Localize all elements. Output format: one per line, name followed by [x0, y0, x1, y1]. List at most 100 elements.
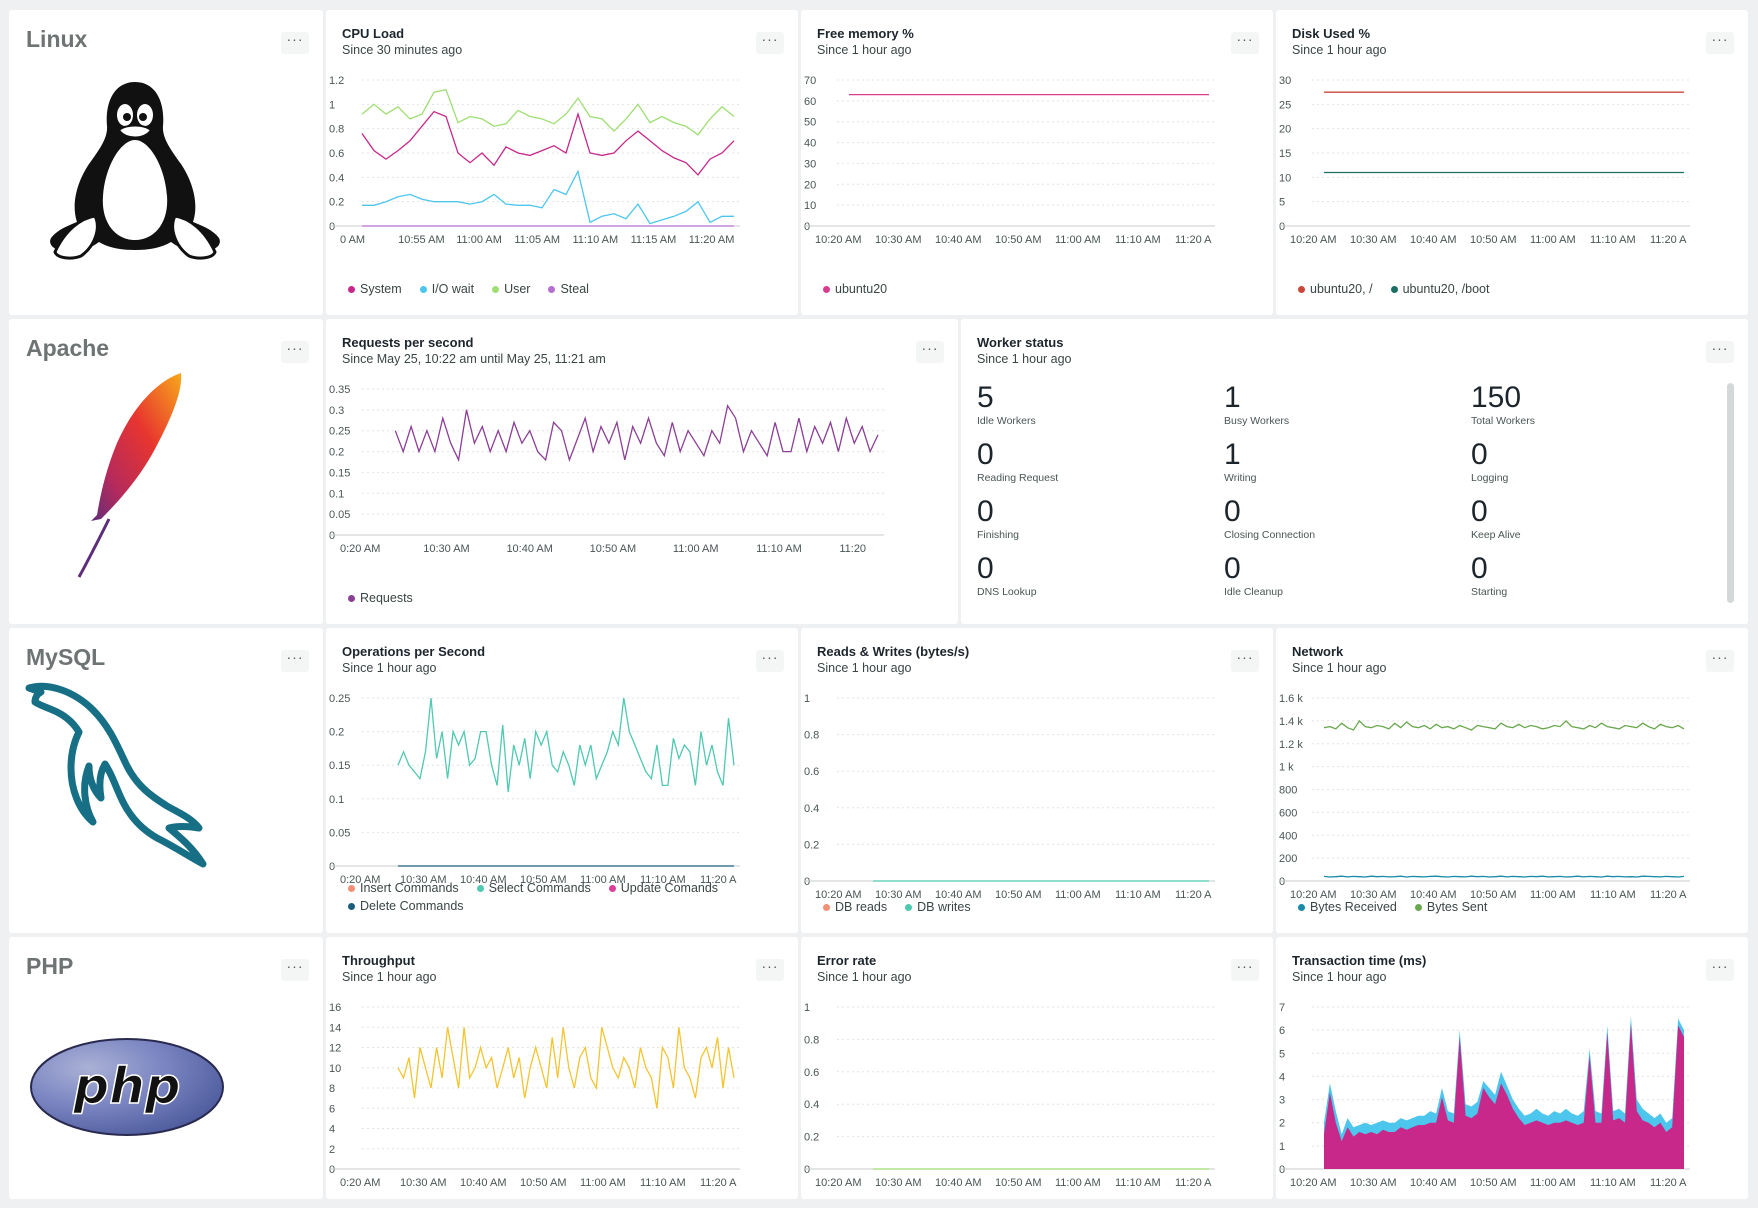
- legend-item[interactable]: ubuntu20, /: [1298, 282, 1373, 296]
- free-memory-chart: 70 60 50 40 30 20 10 0 10:20 AM 10:30 AM 10:40 AM 1…: [804, 75, 1215, 246]
- legend-item[interactable]: User: [492, 282, 530, 296]
- x-tick-label: 11:15 AM: [631, 234, 677, 246]
- widget-menu-button[interactable]: ···: [1706, 959, 1734, 981]
- y-tick-label: 0.8: [804, 1034, 819, 1046]
- worker-stat-value: 0: [1471, 495, 1488, 528]
- x-tick-label: 10:40 AM: [935, 234, 981, 246]
- y-tick-label: 0.4: [804, 803, 819, 815]
- x-tick-label: 10:40 AM: [1410, 234, 1456, 246]
- legend-item[interactable]: ubuntu20: [823, 282, 887, 296]
- legend-item[interactable]: DB writes: [905, 900, 971, 914]
- x-tick-label: 11:20 A: [1650, 1177, 1687, 1189]
- widget-menu-button[interactable]: ···: [1706, 341, 1734, 363]
- error-rate-chart: 1 0.8 0.6 0.4 0.2 0 10:20 AM 10:30 AM 10:40 AM 10…: [804, 1002, 1215, 1189]
- x-tick-label: 11:05 AM: [514, 234, 560, 246]
- x-tick-label: 10:40 AM: [460, 1177, 506, 1189]
- widget-title: Disk Used %: [1292, 26, 1371, 41]
- x-tick-label: 11:20 A: [1175, 889, 1212, 901]
- y-tick-label: 16: [329, 1002, 341, 1014]
- widget-subtitle: Since 1 hour ago: [817, 43, 912, 57]
- legend-item[interactable]: Insert Commands: [348, 881, 459, 895]
- worker-stat: 5 Idle Workers: [977, 381, 1224, 438]
- widget-menu-button[interactable]: ···: [756, 650, 784, 672]
- series-line-throughput: [397, 1027, 735, 1109]
- legend-swatch: [1414, 903, 1422, 911]
- x-tick-label: 10:20 AM: [815, 889, 861, 901]
- legend-swatch: [348, 285, 355, 293]
- widget-title: Transaction time (ms): [1292, 953, 1427, 968]
- legend-item[interactable]: Update Comands: [608, 881, 718, 895]
- y-tick-label: 14: [329, 1022, 341, 1034]
- widget-menu-button[interactable]: ···: [1231, 32, 1259, 54]
- worker-stat-label: Logging: [1471, 472, 1509, 484]
- legend-label: Requests: [360, 591, 413, 605]
- y-tick-label: 1.4 k: [1279, 716, 1303, 728]
- widget-menu-button[interactable]: ···: [1706, 650, 1734, 672]
- y-tick-label: 0.05: [329, 509, 350, 521]
- network-chart: 1.6 k 1.4 k 1.2 k 1 k 800 600 400 200 0 10:20 AM 1…: [1279, 693, 1690, 901]
- widget-subtitle: Since 1 hour ago: [817, 661, 912, 675]
- legend-item[interactable]: ubuntu20, /boot: [1390, 282, 1490, 296]
- widget-title: CPU Load: [342, 26, 405, 41]
- widget-menu-button[interactable]: ···: [1231, 959, 1259, 981]
- legend-item[interactable]: Steal: [548, 282, 589, 296]
- operations-per-second-widget: Operations per Second Since 1 hour ago ·…: [326, 628, 798, 933]
- worker-status-widget: Worker status Since 1 hour ago ··· 5 Idle…: [961, 319, 1748, 624]
- mysql-menu-button[interactable]: ···: [281, 650, 309, 672]
- legend-label: ubuntu20, /boot: [1402, 282, 1490, 296]
- x-tick-label: 10:40 AM: [935, 889, 981, 901]
- widget-menu-button[interactable]: ···: [756, 32, 784, 54]
- x-tick-label: 11:10 AM: [573, 234, 619, 246]
- legend-item[interactable]: Bytes Sent: [1414, 900, 1487, 914]
- y-tick-label: 1.2 k: [1279, 739, 1303, 751]
- widget-menu-button[interactable]: ···: [1231, 650, 1259, 672]
- widget-menu-button[interactable]: ···: [756, 959, 784, 981]
- reads-writes-chart: 1 0.8 0.6 0.4 0.2 0 10:20 AM 10:30 AM 10:40 AM 10…: [804, 693, 1215, 901]
- x-tick-label: 11:10 AM: [640, 1177, 686, 1189]
- x-tick-label: 11:20 A: [1175, 234, 1212, 246]
- y-tick-label: 0: [329, 1164, 335, 1176]
- legend-swatch: [1298, 285, 1305, 293]
- y-tick-label: 0.2: [804, 839, 819, 851]
- worker-stat: 150 Total Workers: [1471, 381, 1718, 438]
- widget-menu-button[interactable]: ···: [916, 341, 944, 363]
- legend-label: I/O wait: [431, 282, 475, 296]
- y-tick-label: 50: [804, 117, 816, 129]
- free-memory-widget: Free memory % Since 1 hour ago ··· 70 60 5…: [801, 10, 1273, 315]
- widget-menu-button[interactable]: ···: [1706, 32, 1734, 54]
- x-tick-label: 11:10 AM: [1115, 889, 1161, 901]
- series-line-system: [361, 110, 735, 176]
- y-tick-label: 40: [804, 138, 816, 150]
- row-title-php: PHP: [26, 953, 74, 979]
- legend-swatch: [905, 903, 913, 911]
- worker-status-scrollbar[interactable]: [1727, 383, 1734, 603]
- widget-title: Network: [1292, 644, 1344, 659]
- legend-swatch: [823, 285, 830, 293]
- y-tick-label: 0: [804, 1164, 810, 1176]
- widget-subtitle: Since 1 hour ago: [342, 661, 437, 675]
- y-tick-label: 15: [1279, 148, 1291, 160]
- cpu-load-widget: CPU Load Since 30 minutes ago ··· 1.2 1 0.…: [326, 10, 798, 315]
- legend-item[interactable]: System: [348, 282, 402, 296]
- x-tick-label: 10:50 AM: [1470, 1177, 1516, 1189]
- x-tick-label: 10:40 AM: [460, 874, 506, 886]
- apache-menu-button[interactable]: ···: [281, 341, 309, 363]
- php-menu-button[interactable]: ···: [281, 959, 309, 981]
- legend-item[interactable]: Bytes Received: [1298, 900, 1397, 914]
- linux-menu-button[interactable]: ···: [281, 32, 309, 54]
- y-tick-label: 1: [804, 1002, 810, 1014]
- x-tick-label: 11:00 AM: [1055, 889, 1101, 901]
- y-tick-label: 25: [1279, 99, 1291, 111]
- y-tick-label: 0: [329, 221, 335, 233]
- legend-item[interactable]: I/O wait: [419, 282, 475, 296]
- y-tick-label: 0: [1279, 876, 1285, 888]
- worker-stat-label: DNS Lookup: [977, 586, 1037, 598]
- legend-item[interactable]: Select Commands: [476, 881, 591, 895]
- y-tick-label: 0.2: [329, 447, 344, 459]
- chart-legend: System I/O wait User Steal: [348, 282, 589, 296]
- legend-item[interactable]: Delete Commands: [348, 899, 464, 913]
- legend-item[interactable]: DB reads: [823, 900, 887, 914]
- x-tick-label: 11:00 AM: [1530, 234, 1576, 246]
- x-tick-label: 10:30 AM: [875, 1177, 921, 1189]
- legend-item[interactable]: Requests: [348, 591, 413, 605]
